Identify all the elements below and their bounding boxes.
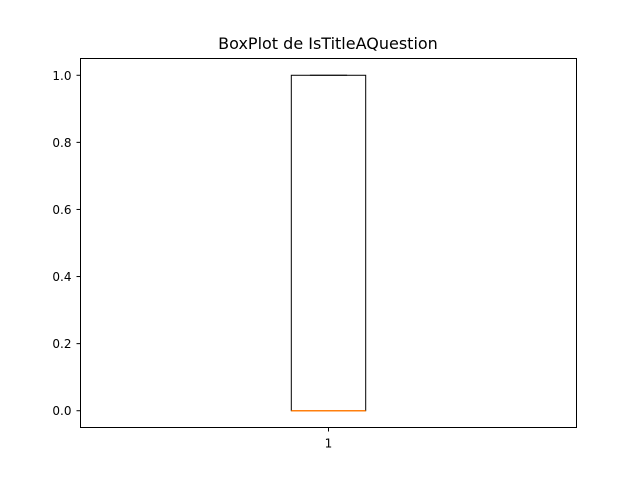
box-body xyxy=(290,74,367,412)
y-tick-label: 0.0 xyxy=(52,404,71,418)
y-tick-label: 0.6 xyxy=(52,203,71,217)
x-axis: 1 xyxy=(325,427,333,451)
y-tick-label: 0.4 xyxy=(52,270,71,284)
y-tick-label: 0.8 xyxy=(52,136,71,150)
y-tick-label: 0.2 xyxy=(52,337,71,351)
x-tick-label: 1 xyxy=(325,437,333,451)
y-tick-label: 1.0 xyxy=(52,69,71,83)
chart-title: BoxPlot de IsTitleAQuestion xyxy=(218,34,438,53)
plot-area xyxy=(290,74,367,412)
y-axis: 0.0 0.2 0.4 0.6 0.8 1.0 xyxy=(52,69,81,418)
box-1 xyxy=(290,74,367,412)
plot-frame xyxy=(80,58,577,428)
